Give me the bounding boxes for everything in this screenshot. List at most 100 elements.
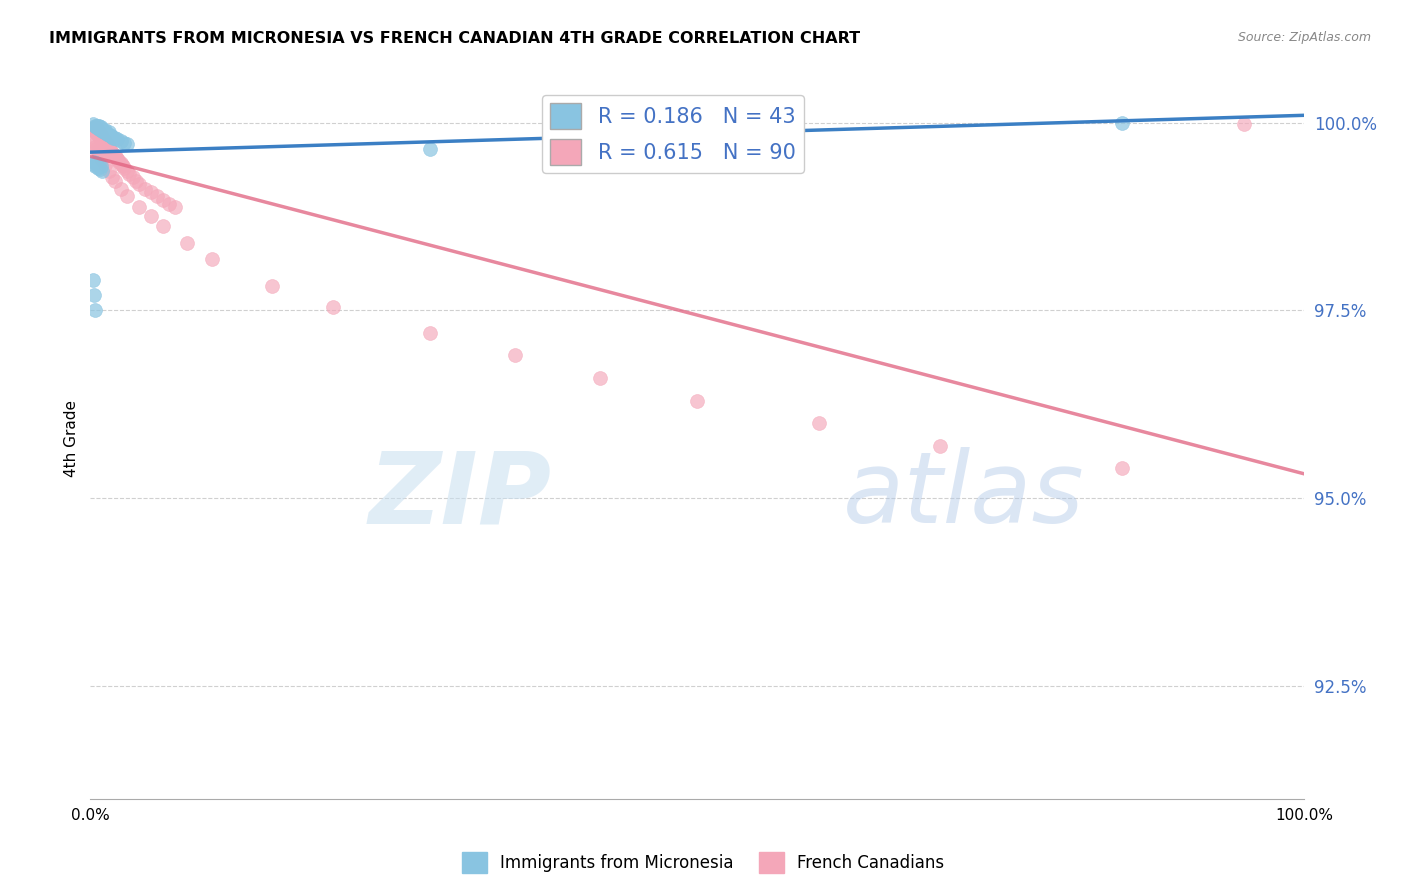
Point xyxy=(83,123,105,137)
Y-axis label: 4th Grade: 4th Grade xyxy=(65,400,79,476)
Point xyxy=(152,219,174,234)
Point xyxy=(94,123,117,137)
Point xyxy=(94,136,117,151)
Point xyxy=(87,120,110,134)
Point xyxy=(94,138,117,153)
Point xyxy=(87,124,110,138)
Point xyxy=(89,126,111,140)
Point xyxy=(115,189,138,203)
Point xyxy=(100,129,122,144)
Point xyxy=(86,156,108,170)
Point xyxy=(98,143,121,157)
Point xyxy=(107,153,129,167)
Point xyxy=(100,144,122,158)
Point xyxy=(91,131,114,145)
Point xyxy=(110,181,132,195)
Text: ZIP: ZIP xyxy=(368,447,551,544)
Point xyxy=(86,123,108,137)
Point xyxy=(90,132,112,146)
Point xyxy=(97,163,120,178)
Point xyxy=(97,128,120,142)
Point xyxy=(128,200,150,214)
Text: atlas: atlas xyxy=(844,447,1084,544)
Point xyxy=(87,127,110,141)
Point xyxy=(118,167,141,181)
Point xyxy=(86,142,108,156)
Point xyxy=(82,123,104,137)
Point xyxy=(128,177,150,191)
Point xyxy=(83,288,105,302)
Point xyxy=(82,273,104,287)
Point xyxy=(82,134,104,148)
Point xyxy=(97,124,120,138)
Point xyxy=(93,133,115,147)
Point xyxy=(101,169,124,184)
Point xyxy=(589,371,612,385)
Point xyxy=(419,142,441,156)
Point xyxy=(101,145,124,160)
Point xyxy=(503,348,526,362)
Point xyxy=(90,123,112,137)
Point xyxy=(86,119,108,133)
Point xyxy=(86,119,108,133)
Point xyxy=(91,163,114,178)
Point xyxy=(103,147,125,161)
Point xyxy=(86,125,108,139)
Point xyxy=(90,129,112,144)
Point xyxy=(94,136,117,150)
Point xyxy=(96,127,118,141)
Point xyxy=(121,170,143,185)
Point xyxy=(201,252,224,267)
Point xyxy=(110,134,132,148)
Point xyxy=(1111,461,1133,475)
Point xyxy=(87,146,110,161)
Point xyxy=(929,439,952,453)
Point xyxy=(83,154,105,169)
Point xyxy=(139,186,162,200)
Point xyxy=(105,132,128,146)
Point xyxy=(93,124,115,138)
Point xyxy=(165,201,187,215)
Point xyxy=(103,130,125,145)
Point xyxy=(111,158,134,172)
Point xyxy=(91,153,114,167)
Point xyxy=(91,134,114,148)
Point xyxy=(86,126,108,140)
Point xyxy=(84,303,107,318)
Point xyxy=(83,136,105,151)
Point xyxy=(96,137,118,152)
Text: Source: ZipAtlas.com: Source: ZipAtlas.com xyxy=(1237,31,1371,45)
Point xyxy=(807,416,830,430)
Point xyxy=(97,141,120,155)
Point xyxy=(112,159,135,173)
Point xyxy=(84,124,107,138)
Point xyxy=(98,128,121,143)
Legend: R = 0.186   N = 43, R = 0.615   N = 90: R = 0.186 N = 43, R = 0.615 N = 90 xyxy=(541,95,804,173)
Point xyxy=(322,300,344,314)
Point xyxy=(90,159,112,173)
Point xyxy=(115,163,138,178)
Point xyxy=(89,130,111,145)
Point xyxy=(89,128,111,143)
Point xyxy=(104,131,127,145)
Point xyxy=(87,158,110,172)
Point xyxy=(86,121,108,136)
Point xyxy=(134,181,156,195)
Point xyxy=(83,121,105,136)
Point xyxy=(101,129,124,144)
Point xyxy=(152,193,174,207)
Point xyxy=(115,136,138,151)
Point xyxy=(91,121,114,136)
Point xyxy=(125,174,148,188)
Point xyxy=(82,120,104,135)
Point xyxy=(1111,116,1133,130)
Point xyxy=(104,150,127,164)
Point xyxy=(86,128,108,142)
Point xyxy=(110,156,132,170)
Point xyxy=(262,279,284,293)
Point xyxy=(86,124,108,138)
Point xyxy=(87,129,110,144)
Point xyxy=(104,174,127,188)
Point xyxy=(84,120,107,135)
Point xyxy=(86,120,108,134)
